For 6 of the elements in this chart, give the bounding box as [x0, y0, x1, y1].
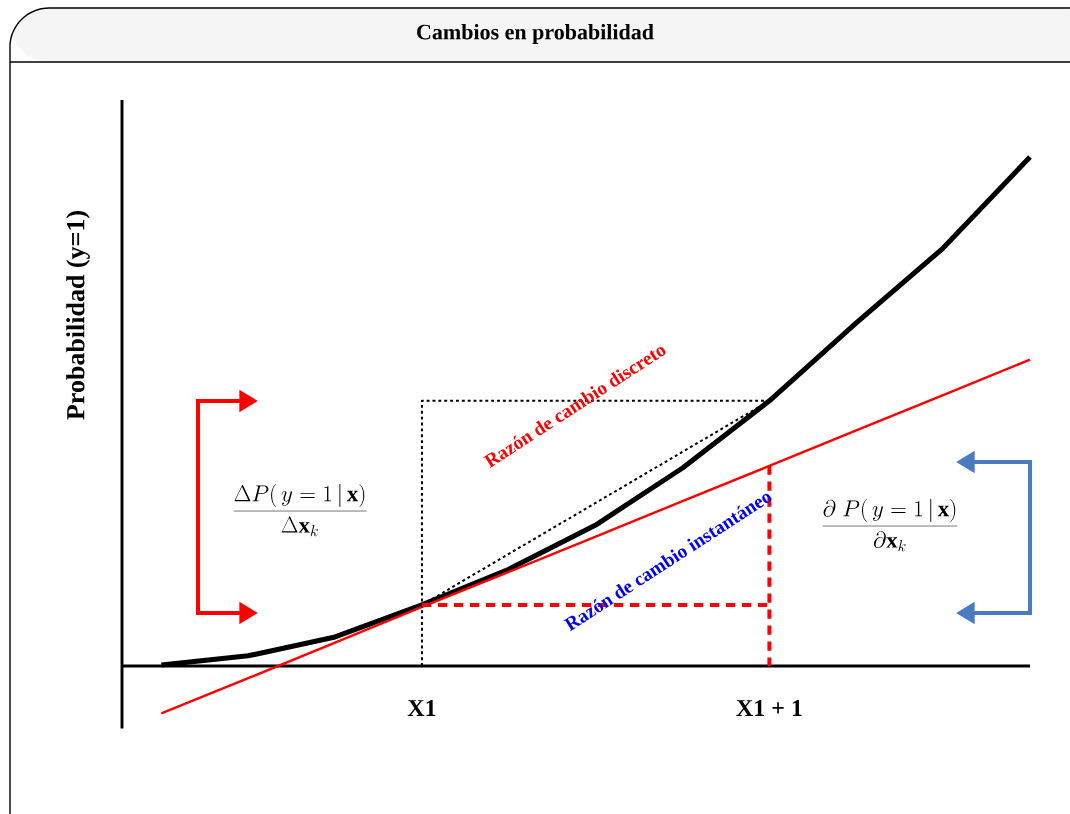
- x-tick-label: X1: [407, 700, 436, 716]
- annotation: $\frac{\Delta P(\,y=1\,|\,\mathbf{x})}{\Delta\mathbf{x}_k}$: [233, 483, 367, 537]
- annotation: $\frac{\partial\;P(\,y=1\,|\,\mathbf{x})}{\partial\mathbf{x}_k}$: [822, 498, 958, 552]
- y-axis-title: Probabilidad (y=1): [66, 211, 90, 420]
- x-tick-label: X1 + 1: [736, 700, 802, 716]
- chart-title: Cambios en probabilidad: [417, 24, 654, 44]
